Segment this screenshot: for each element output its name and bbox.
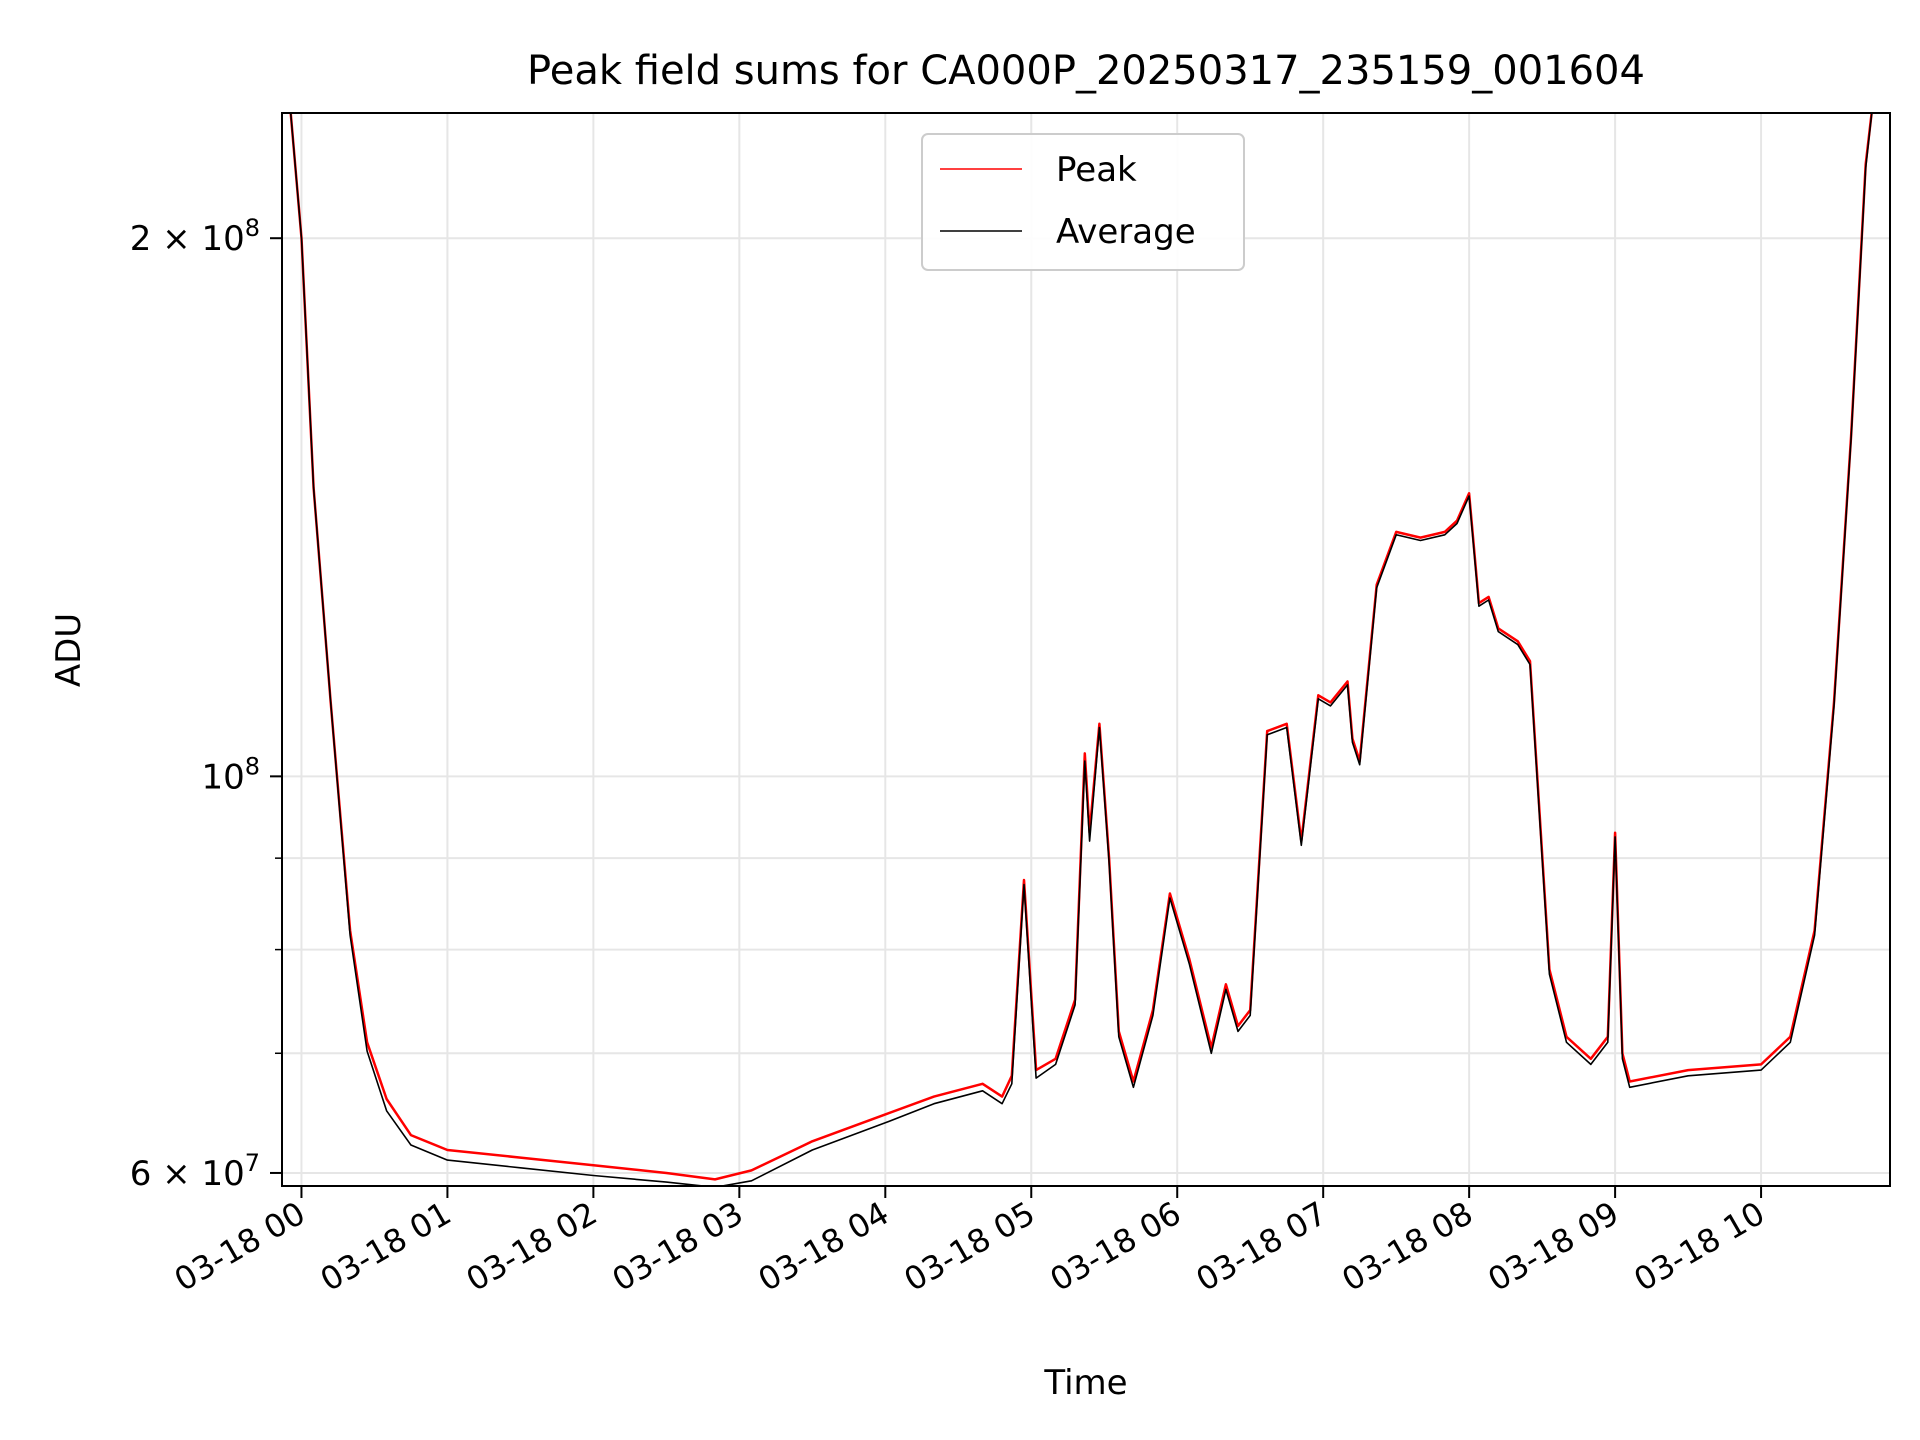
y-tick-label-exponent: 8 [245, 214, 260, 242]
x-axis-label: Time [1043, 1363, 1127, 1403]
y-tick-label-base: 10 [201, 757, 244, 797]
legend-peak-label: Peak [1056, 150, 1137, 190]
plot-frame [281, 112, 1891, 1187]
y-tick-label: 2 × 108 [130, 214, 260, 259]
y-axis-label: ADU [49, 613, 89, 687]
y-tick-label-base: 2 × 10 [130, 219, 245, 259]
grid [282, 113, 1890, 1186]
y-tick-label: 6 × 107 [130, 1149, 260, 1194]
y-tick-label-exponent: 8 [245, 752, 260, 780]
legend: Peak Average [921, 133, 1245, 271]
legend-average-label: Average [1056, 212, 1196, 252]
y-tick-label-base: 6 × 10 [130, 1154, 245, 1194]
series-peak-line [289, 113, 1873, 1181]
chart-title: Peak field sums for CA000P_20250317_2351… [527, 48, 1645, 94]
plot-area [282, 113, 1890, 1186]
y-tick-label: 108 [201, 752, 260, 797]
y-tick-label-exponent: 7 [245, 1149, 260, 1177]
legend-box [921, 133, 1245, 271]
